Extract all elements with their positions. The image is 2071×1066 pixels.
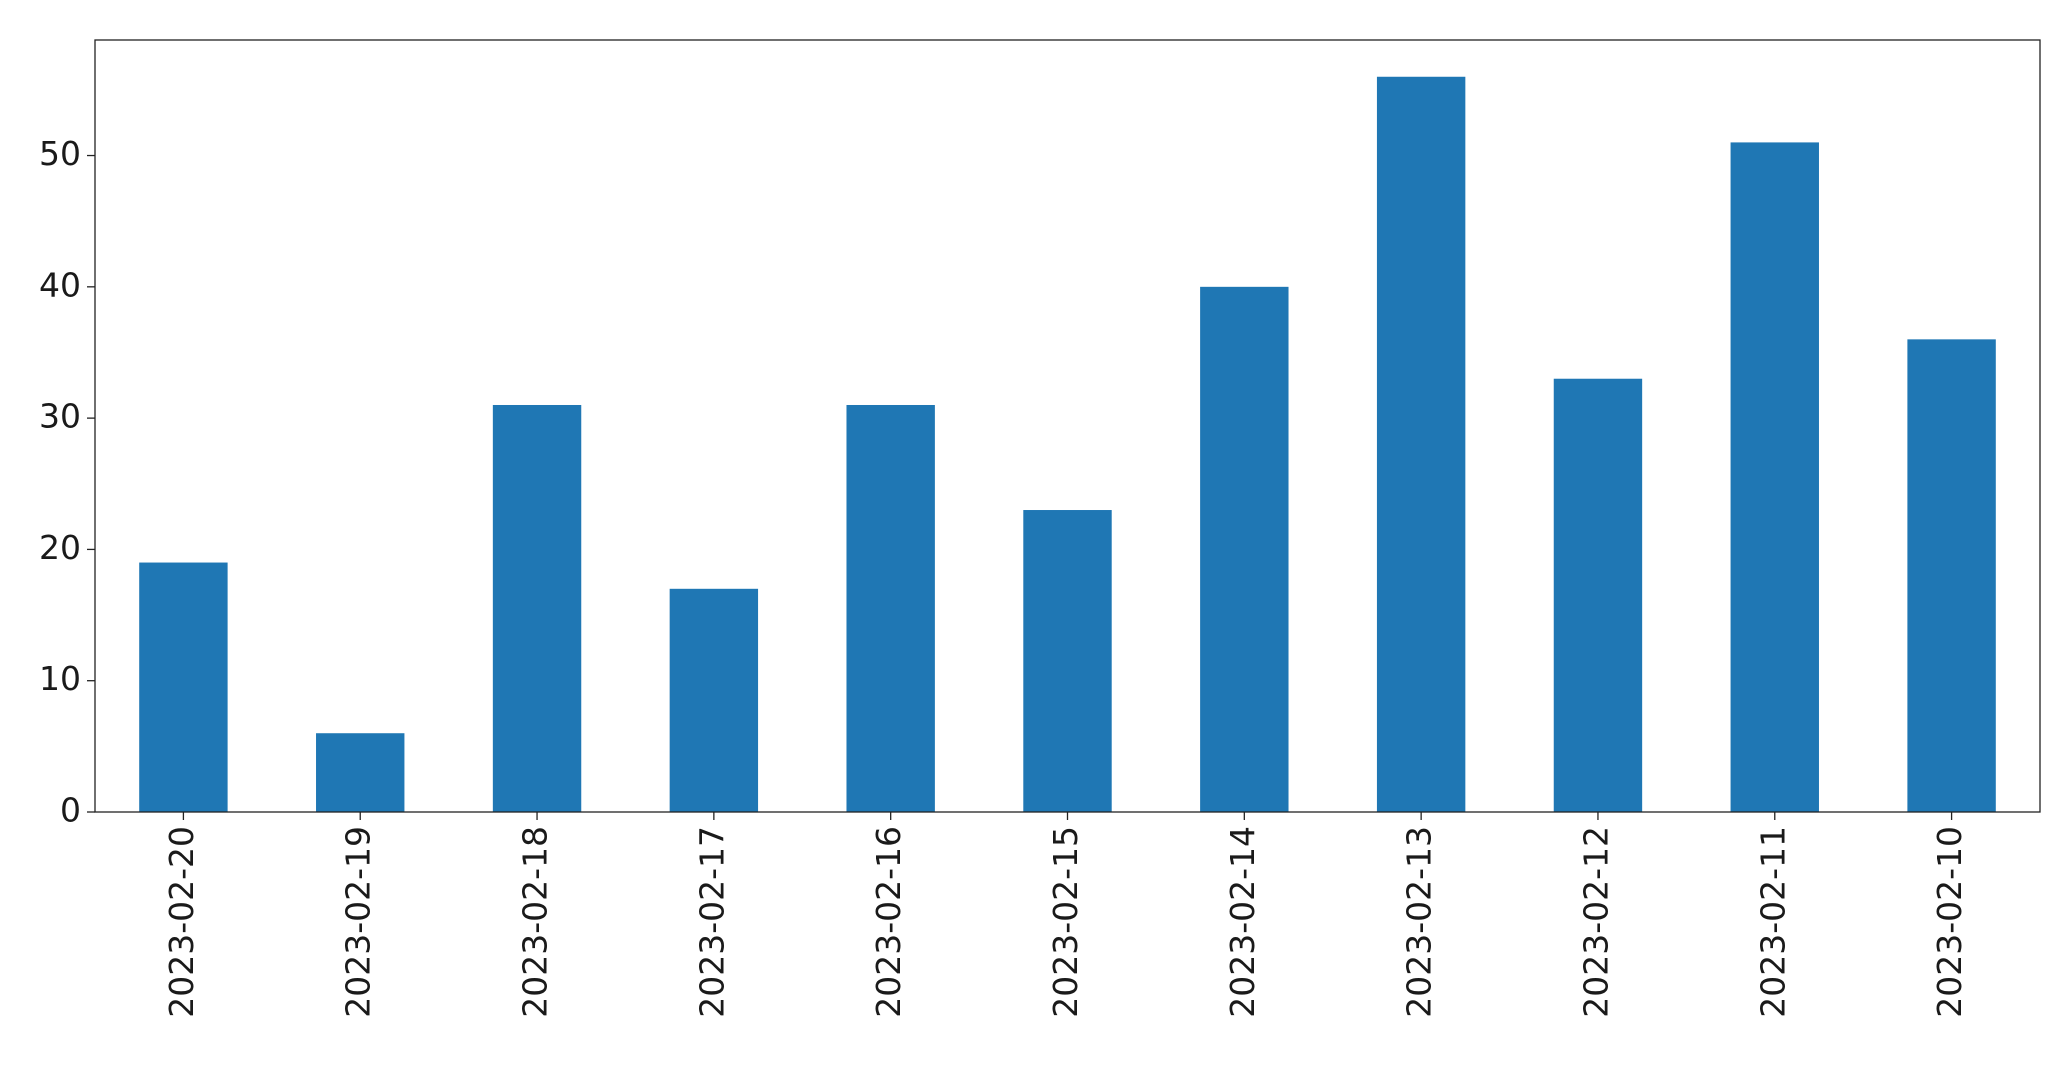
bar-2023-02-19 <box>316 733 405 812</box>
y-tick-label: 0 <box>60 791 81 830</box>
bar-2023-02-14 <box>1200 286 1289 812</box>
x-tick-label: 2023-02-16 <box>869 826 908 1018</box>
bar-2023-02-17 <box>669 588 759 812</box>
y-tick-label: 10 <box>39 659 81 698</box>
x-axis: 2023-02-20 2023-02-19 2023-02-18 2023-02-17… <box>162 812 1969 1018</box>
x-tick-label: 2023-02-13 <box>1400 826 1439 1018</box>
bar-2023-02-15 <box>1023 510 1112 812</box>
x-tick-label: 2023-02-14 <box>1223 826 1262 1018</box>
plot-frame <box>94 39 2041 813</box>
x-tick-label: 2023-02-15 <box>1046 826 1085 1018</box>
y-axis: 0 10 20 30 40 50 <box>39 134 95 830</box>
bars-group <box>139 76 1996 813</box>
y-tick-label: 20 <box>39 528 81 567</box>
x-tick-label: 2023-02-12 <box>1576 826 1615 1018</box>
bar-2023-02-16 <box>846 404 935 812</box>
x-tick-label: 2023-02-10 <box>1930 826 1969 1018</box>
bar-2023-02-11 <box>1730 142 1819 813</box>
x-tick-label: 2023-02-11 <box>1753 826 1792 1018</box>
bar-2023-02-18 <box>492 404 582 812</box>
x-tick-label: 2023-02-18 <box>516 826 555 1018</box>
x-tick-label: 2023-02-17 <box>692 826 731 1018</box>
bar-2023-02-13 <box>1376 76 1466 812</box>
bar-2023-02-20 <box>139 562 228 812</box>
bar-2023-02-12 <box>1553 378 1643 812</box>
y-tick-label: 50 <box>39 134 81 173</box>
y-tick-label: 30 <box>39 397 81 436</box>
x-tick-label: 2023-02-20 <box>162 826 201 1018</box>
bar-2023-02-10 <box>1907 339 1996 812</box>
y-tick-label: 40 <box>39 265 81 304</box>
x-tick-label: 2023-02-19 <box>339 826 378 1018</box>
